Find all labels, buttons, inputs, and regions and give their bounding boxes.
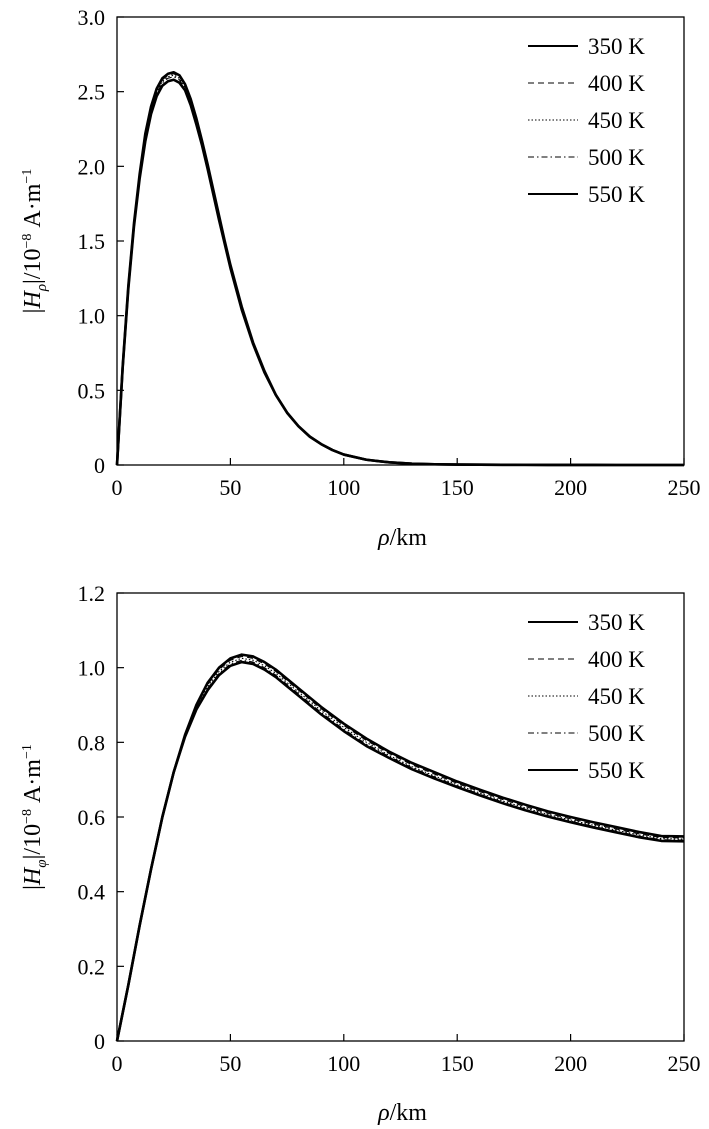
y-tick-label: 0.5 xyxy=(78,378,106,403)
series-line-450k xyxy=(117,658,684,1041)
y-axis-title: |Hρ|/10−8 A·m−1 xyxy=(20,169,50,314)
y-tick-label: 1.2 xyxy=(78,581,106,606)
y-tick-label: 2.0 xyxy=(78,154,106,179)
x-tick-label: 150 xyxy=(441,1051,474,1076)
y-tick-label: 0 xyxy=(94,453,105,478)
x-tick-label: 150 xyxy=(441,475,474,500)
legend-label: 350 K xyxy=(588,610,645,635)
chart-panel-2: 0 50 100 150 200 250 0 0.2 0.4 0.6 0.8 1.0 1.2 ρ/km |H… xyxy=(20,581,701,1126)
y-tick-label: 1.0 xyxy=(78,304,106,329)
y-tick-label: 0.8 xyxy=(78,730,106,755)
legend-label: 400 K xyxy=(588,71,645,96)
y-tick-label: 1.0 xyxy=(78,656,106,681)
chart-panel-1: 0 50 100 150 200 250 0 0.5 1.0 1.5 2.0 2.5 3.0 ρ/km |H… xyxy=(20,5,701,551)
x-tick-label: 250 xyxy=(668,475,701,500)
x-tick-label: 0 xyxy=(112,1051,123,1076)
legend-label: 550 K xyxy=(588,758,645,783)
x-tick-label: 50 xyxy=(219,475,241,500)
series-line-350k xyxy=(117,655,684,1041)
legend-label: 450 K xyxy=(588,684,645,709)
x-tick-label: 250 xyxy=(668,1051,701,1076)
series-line-500k xyxy=(117,77,684,465)
y-tick-label: 0.4 xyxy=(78,880,106,905)
x-axis-title: ρ/km xyxy=(377,1100,427,1126)
x-tick-label: 0 xyxy=(112,475,123,500)
series-line-400k xyxy=(117,656,684,1041)
legend-label: 400 K xyxy=(588,647,645,672)
x-tick-label: 100 xyxy=(327,1051,360,1076)
legend-label: 500 K xyxy=(588,145,645,170)
y-tick-label: 0.6 xyxy=(78,805,106,830)
legend-label: 350 K xyxy=(588,34,645,59)
y-axis-title: |Hφ|/10−8 A·m−1 xyxy=(20,744,50,890)
x-tick-label: 200 xyxy=(554,1051,587,1076)
legend-label: 550 K xyxy=(588,182,645,207)
y-tick-label: 0 xyxy=(94,1029,105,1054)
y-tick-label: 0.2 xyxy=(78,954,106,979)
x-axis-title: ρ/km xyxy=(377,525,427,551)
x-tick-label: 100 xyxy=(327,475,360,500)
y-tick-label: 3.0 xyxy=(78,5,106,30)
legend-label: 500 K xyxy=(588,721,645,746)
series-line-550k xyxy=(117,662,684,1041)
y-tick-label: 2.5 xyxy=(78,80,106,105)
legend-label: 450 K xyxy=(588,108,645,133)
y-tick-label: 1.5 xyxy=(78,229,106,254)
x-tick-label: 200 xyxy=(554,475,587,500)
x-tick-label: 50 xyxy=(219,1051,241,1076)
series-line-500k xyxy=(117,660,684,1041)
series-line-450k xyxy=(117,75,684,465)
